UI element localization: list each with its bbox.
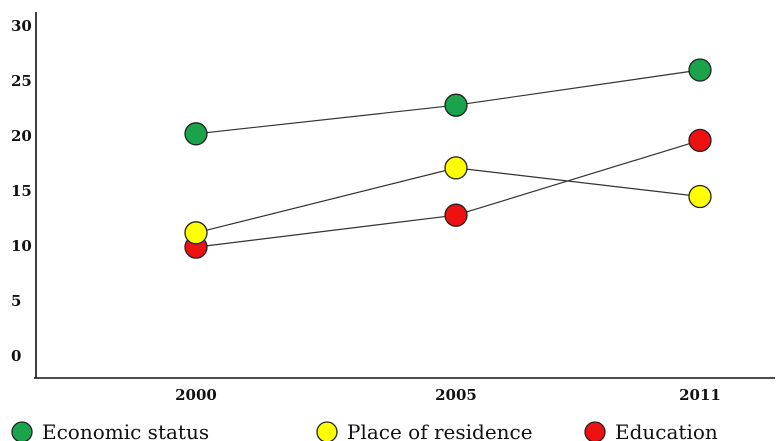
data-point: [444, 93, 468, 117]
legend: Economic status Place of residence Educati…: [11, 420, 718, 441]
y-tick-label: 5: [11, 292, 21, 310]
x-tick-label: 2005: [435, 386, 477, 404]
legend-marker: [11, 421, 33, 441]
data-point: [444, 203, 468, 227]
x-tick-label: 2011: [679, 386, 721, 404]
series-points: [184, 58, 712, 259]
series-line-2: [195, 139, 701, 248]
data-point: [688, 184, 712, 209]
x-tick-label: 2000: [175, 386, 217, 404]
legend-label: Education: [615, 420, 718, 441]
y-tick-label: 20: [11, 127, 32, 145]
y-tick-label: 15: [11, 182, 32, 200]
legend-label: Economic status: [42, 420, 209, 441]
data-point: [184, 122, 208, 146]
y-tick-labels: 0 5 10 15 20 25 30: [11, 17, 32, 365]
data-point: [688, 58, 712, 82]
data-point: [184, 221, 208, 245]
legend-label: Place of residence: [347, 420, 533, 441]
y-tick-label: 0: [11, 347, 21, 365]
y-tick-label: 10: [11, 237, 32, 255]
y-tick-label: 30: [11, 17, 32, 35]
data-point: [444, 156, 468, 180]
chart-axes: [34, 12, 775, 379]
data-point: [688, 128, 712, 153]
x-tick-labels: 2000 2005 2011: [175, 386, 721, 404]
legend-marker: [584, 421, 606, 441]
y-tick-label: 25: [11, 72, 32, 90]
legend-marker: [316, 421, 338, 441]
